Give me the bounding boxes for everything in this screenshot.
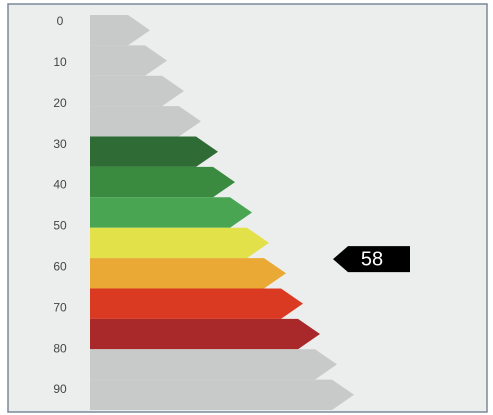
rating-band [90, 106, 201, 137]
y-tick-label: 70 [53, 300, 67, 314]
rating-band [90, 349, 337, 380]
rating-band [90, 136, 218, 167]
y-tick-label: 80 [53, 341, 67, 355]
rating-band [90, 45, 167, 76]
rating-band [90, 75, 184, 107]
marker-label: 58 [361, 248, 383, 270]
y-tick-label: 40 [53, 178, 67, 192]
rating-band [90, 197, 252, 228]
rating-band [90, 166, 235, 198]
rating-band [90, 258, 286, 289]
y-tick-label: 60 [53, 260, 67, 274]
rating-band [90, 227, 269, 259]
y-tick-label: 20 [53, 96, 67, 110]
rating-band [90, 318, 320, 350]
y-tick-label: 50 [53, 219, 67, 233]
rating-band [90, 288, 303, 319]
rating-band [90, 15, 150, 46]
rating-band [90, 379, 354, 410]
y-tick-label: 90 [53, 382, 67, 396]
y-tick-label: 10 [53, 55, 67, 69]
y-tick-label: 0 [57, 14, 64, 28]
marker [333, 246, 410, 273]
y-tick-label: 30 [53, 137, 67, 151]
